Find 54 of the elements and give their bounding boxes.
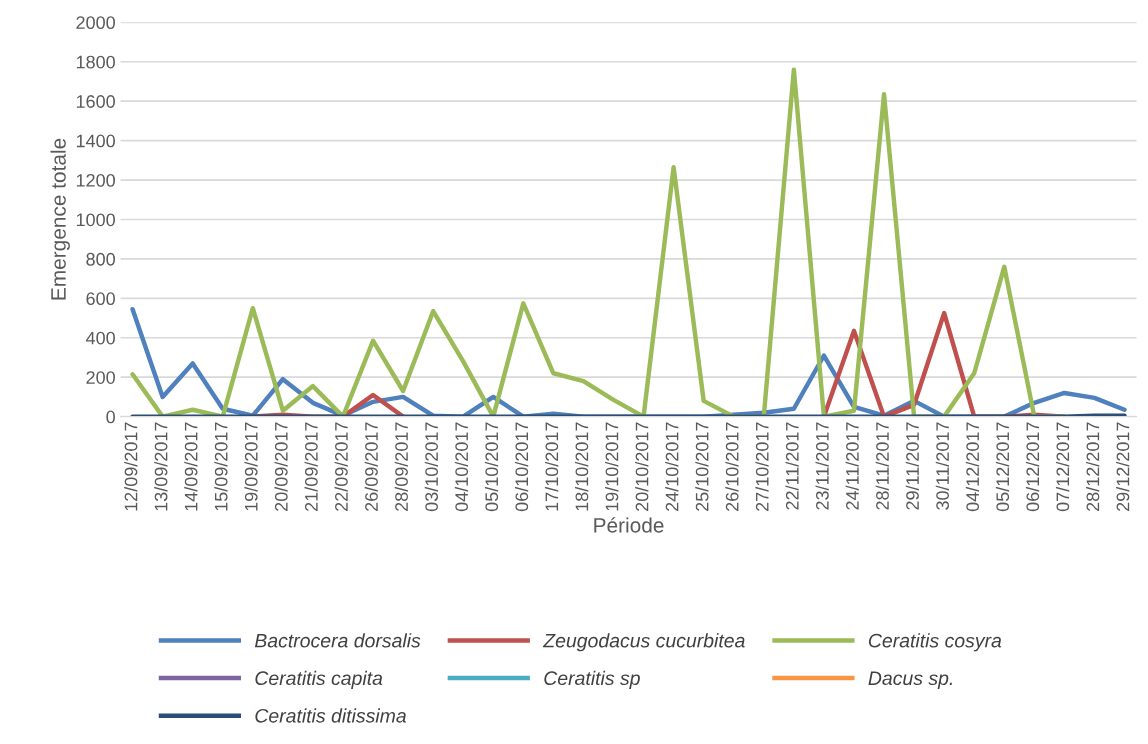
x-tick-label: 20/10/2017 bbox=[635, 422, 649, 511]
x-tick-label: 28/12/2017 bbox=[1086, 422, 1100, 511]
x-tick-label: 06/10/2017 bbox=[514, 422, 529, 512]
x-tick-label: 18/10/2017 bbox=[575, 422, 589, 511]
x-tick-label: 22/09/2017 bbox=[334, 422, 348, 511]
x-tick-label: 14/09/2017 bbox=[184, 422, 198, 511]
y-tick-label: 200 bbox=[86, 371, 115, 384]
x-tick-label: 29/12/2017 bbox=[1116, 422, 1130, 511]
x-tick-label: 04/10/2017 bbox=[454, 422, 469, 512]
y-tick-label: 1200 bbox=[76, 173, 115, 187]
x-tick-label: 28/09/2017 bbox=[394, 422, 408, 511]
x-tick-label: 03/10/2017 bbox=[424, 422, 438, 512]
x-tick-label: 28/11/2017 bbox=[875, 422, 889, 510]
x-tick-label: 26/10/2017 bbox=[725, 422, 739, 511]
y-tick-label: 2000 bbox=[76, 16, 115, 30]
x-tick-label: 13/09/2017 bbox=[154, 422, 168, 511]
x-tick-label: 12/09/2017 bbox=[124, 422, 138, 511]
y-tick-label: 800 bbox=[86, 252, 115, 266]
x-tick-label: 19/09/2017 bbox=[244, 422, 258, 511]
legend-label: Ceratitis cosyra bbox=[868, 633, 1002, 652]
y-tick-label: 1600 bbox=[76, 95, 115, 108]
x-tick-label: 20/09/2017 bbox=[274, 422, 288, 511]
legend-label: Ceratitis capita bbox=[255, 670, 383, 689]
x-tick-label: 25/10/2017 bbox=[695, 422, 709, 511]
x-tick-label: 24/11/2017 bbox=[845, 422, 859, 510]
y-tick-label: 1000 bbox=[76, 213, 115, 227]
x-tick-label: 15/09/2017 bbox=[214, 422, 228, 511]
x-tick-label: 06/12/2017 bbox=[1025, 422, 1040, 512]
y-tick-label: 0 bbox=[106, 410, 115, 424]
x-tick-label: 24/10/2017 bbox=[665, 422, 679, 511]
y-tick-label: 400 bbox=[85, 331, 115, 345]
x-tick-label: 21/09/2017 bbox=[304, 422, 318, 511]
x-tick-label: 22/11/2017 bbox=[785, 422, 799, 510]
y-tick-label: 1800 bbox=[76, 55, 115, 69]
x-tick-label: 04/12/2017 bbox=[965, 422, 980, 512]
x-tick-label: 23/11/2017 bbox=[815, 422, 829, 510]
legend-label: Dacus sp. bbox=[868, 671, 952, 689]
legend-label: Bactrocera dorsalis bbox=[254, 633, 421, 648]
x-tick-label: 17/10/2017 bbox=[544, 422, 559, 511]
x-axis-title: Période bbox=[594, 517, 664, 533]
x-tick-label: 05/10/2017 bbox=[484, 422, 499, 512]
y-axis-title: Emergence totale bbox=[50, 138, 70, 300]
x-tick-label: 07/12/2017 bbox=[1055, 422, 1070, 512]
legend-label: Zeugodacus cucurbitea bbox=[542, 633, 745, 652]
x-tick-label: 05/12/2017 bbox=[995, 422, 1010, 512]
x-tick-label: 19/10/2017 bbox=[605, 422, 619, 511]
x-tick-label: 30/11/2017 bbox=[935, 422, 949, 510]
y-tick-label: 600 bbox=[86, 292, 115, 306]
legend-label: Ceratitis ditissima bbox=[255, 708, 407, 723]
x-tick-label: 29/11/2017 bbox=[905, 422, 919, 510]
y-tick-label: 1400 bbox=[76, 134, 115, 148]
x-tick-label: 27/10/2017 bbox=[755, 422, 769, 511]
legend-label: Ceratitis sp bbox=[544, 670, 640, 689]
x-tick-label: 26/09/2017 bbox=[364, 422, 378, 511]
